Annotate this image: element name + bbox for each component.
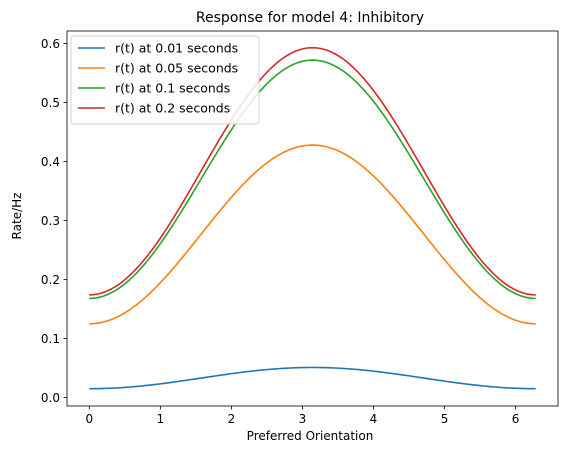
x-axis-label: Preferred Orientation	[247, 429, 374, 443]
y-tick-label: 0.6	[41, 37, 60, 51]
y-tick-label: 0.4	[41, 155, 60, 169]
y-tick-label: 0.3	[41, 214, 60, 228]
legend-label: r(t) at 0.1 seconds	[115, 80, 230, 95]
legend-label: r(t) at 0.01 seconds	[115, 40, 238, 55]
x-tick-label: 1	[157, 412, 165, 426]
y-tick-label: 0.0	[41, 391, 60, 405]
x-tick-label: 0	[85, 412, 93, 426]
series-line-2	[89, 144, 536, 325]
legend-box	[70, 35, 260, 125]
y-tick-label: 0.5	[41, 96, 60, 110]
plot-frame	[66, 30, 559, 407]
series-line-3	[89, 59, 536, 300]
chart-title: Response for model 4: Inhibitory	[196, 10, 424, 26]
y-tick-label: 0.2	[41, 273, 60, 287]
legend-label: r(t) at 0.2 seconds	[115, 100, 230, 115]
series-line-1	[89, 366, 536, 390]
x-tick-label: 5	[441, 412, 449, 426]
legend-label: r(t) at 0.05 seconds	[115, 60, 238, 75]
x-tick-label: 2	[228, 412, 236, 426]
x-tick-label: 4	[370, 412, 378, 426]
x-tick-label: 3	[299, 412, 307, 426]
y-tick-label: 0.1	[41, 332, 60, 346]
legend: r(t) at 0.01 seconds r(t) at 0.05 seconds…	[70, 35, 260, 125]
x-tick-label: 6	[512, 412, 520, 426]
series-line-4	[89, 46, 536, 296]
y-axis-label: Rate/Hz	[10, 193, 24, 240]
